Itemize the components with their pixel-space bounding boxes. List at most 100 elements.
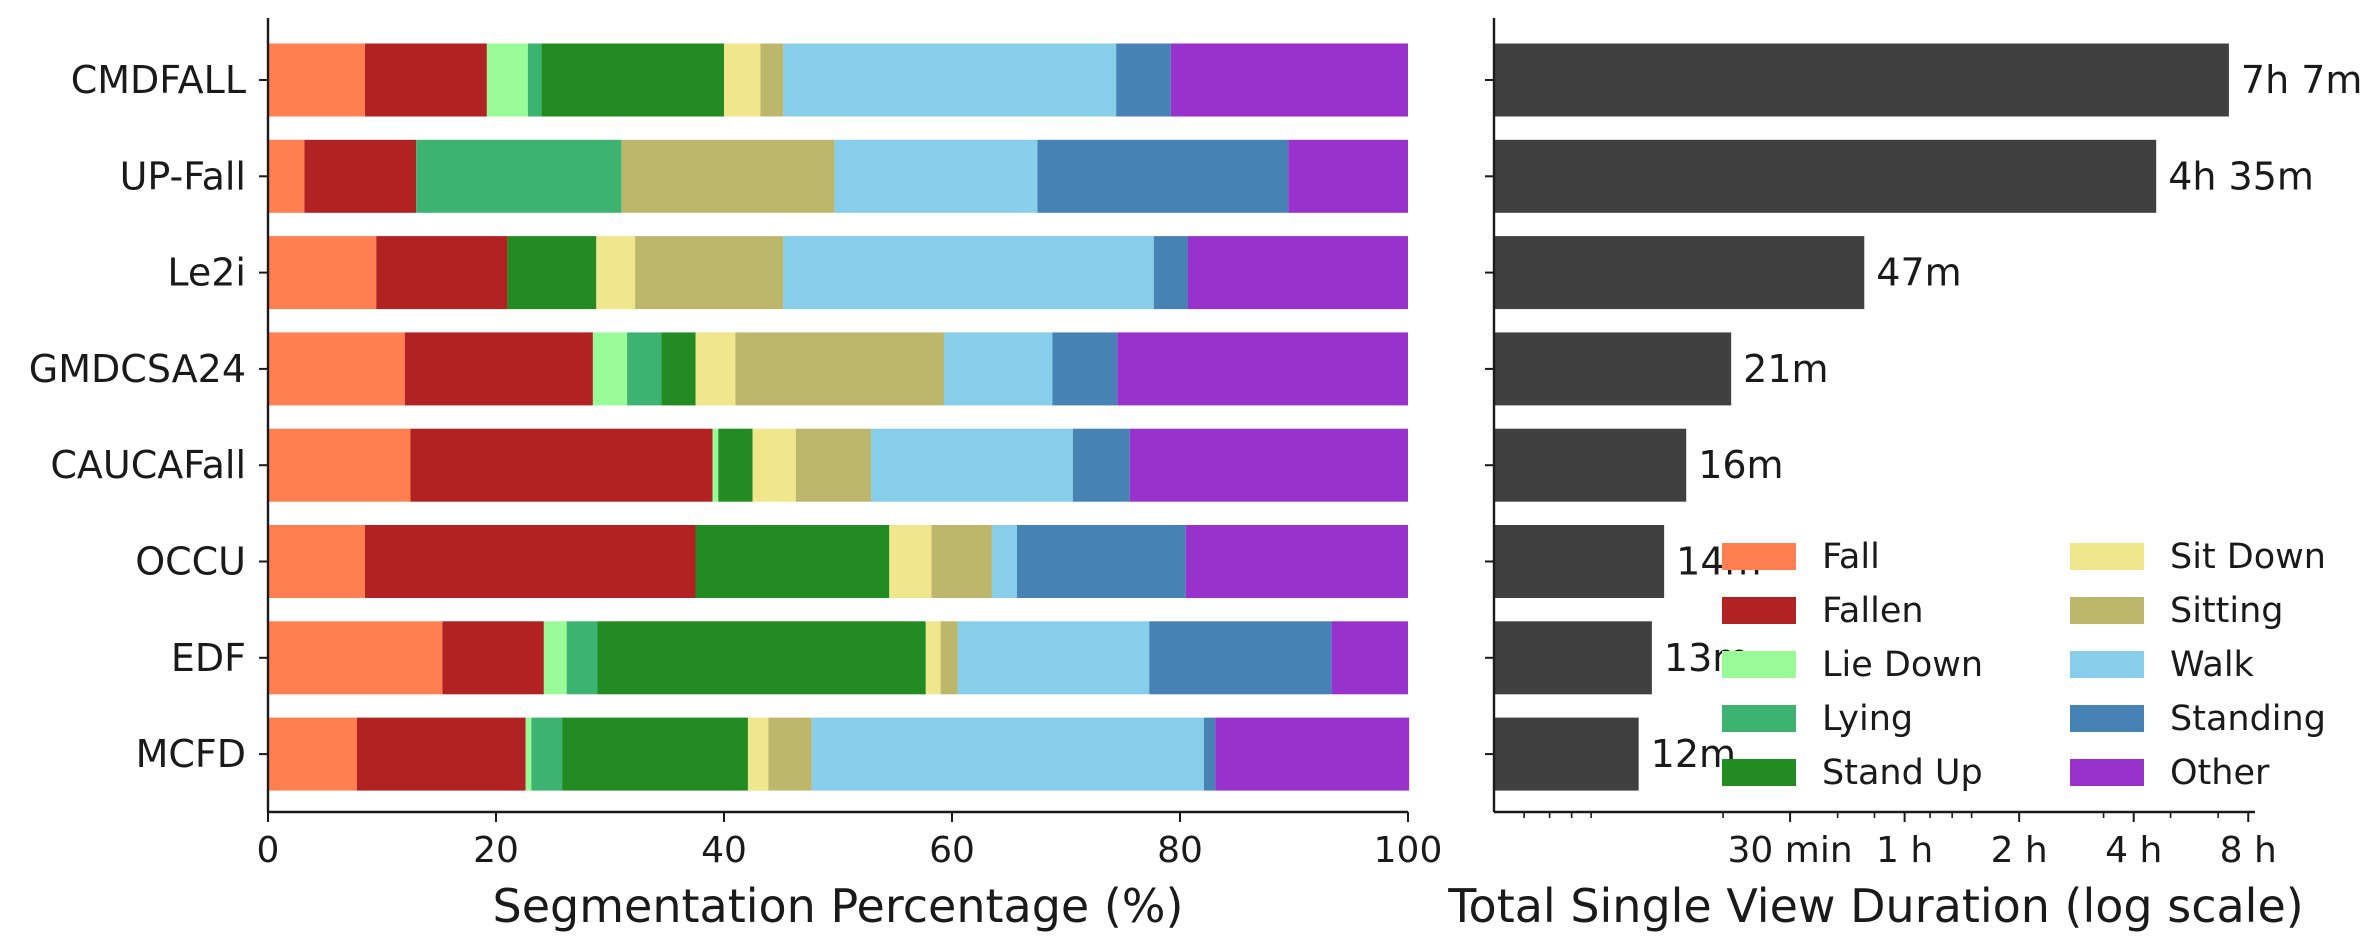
duration-y-ticks bbox=[1485, 79, 1494, 756]
segment-le2i-fallen bbox=[376, 236, 508, 310]
segment-up-fall-lying bbox=[416, 139, 622, 213]
segment-gmdcsa24-other bbox=[1117, 332, 1408, 406]
segment-edf-lie-down bbox=[543, 621, 567, 695]
segment-gmdcsa24-lying bbox=[627, 332, 662, 406]
segment-occu-fall bbox=[268, 525, 365, 598]
segment-edf-fallen bbox=[442, 621, 544, 695]
segment-up-fall-sitting bbox=[621, 139, 835, 213]
segment-up-fall-fall bbox=[268, 139, 305, 213]
segment-edf-other bbox=[1331, 621, 1408, 695]
percentage-ticks: 0 20 40 60 80 100 bbox=[257, 812, 1443, 871]
segment-caucafall-stand-up bbox=[718, 428, 753, 502]
duration-ticks: 30 min 1 h 2 h 4 h 8 h bbox=[1523, 812, 2277, 871]
segment-mcfd-stand-up bbox=[562, 717, 748, 791]
segment-mcfd-fall bbox=[268, 717, 357, 791]
legend-label-other: Other bbox=[2170, 753, 2270, 793]
segment-occu-sit-down bbox=[889, 525, 932, 598]
legend-swatch-sitting bbox=[2070, 597, 2144, 624]
segment-gmdcsa24-standing bbox=[1052, 332, 1118, 406]
segment-caucafall-standing bbox=[1072, 428, 1130, 502]
duration-bar-cmdfall bbox=[1494, 43, 2229, 117]
segment-gmdcsa24-walk bbox=[944, 332, 1053, 406]
segment-up-fall-walk bbox=[834, 139, 1038, 213]
segment-caucafall-fall bbox=[268, 428, 411, 502]
segment-caucafall-sitting bbox=[795, 428, 872, 502]
segment-cmdfall-stand-up bbox=[541, 43, 724, 117]
legend-label-sitting: Sitting bbox=[2170, 591, 2284, 631]
segment-gmdcsa24-lie-down bbox=[592, 332, 628, 406]
category-label-caucafall: CAUCAFall bbox=[50, 443, 246, 487]
segment-mcfd-sitting bbox=[768, 717, 812, 791]
legend-label-sit-down: Sit Down bbox=[2170, 537, 2326, 577]
duration-label-cmdfall: 7h 7m bbox=[2241, 58, 2363, 102]
segment-le2i-sitting bbox=[635, 236, 784, 310]
segment-edf-standing bbox=[1149, 621, 1332, 695]
segment-gmdcsa24-sit-down bbox=[695, 332, 736, 406]
segment-cmdfall-lying bbox=[527, 43, 542, 117]
x-tick-label-8-h: 8 h bbox=[2220, 830, 2277, 871]
duration-label-mcfd: 12m bbox=[1651, 732, 1736, 776]
legend-swatch-lie-down bbox=[1722, 651, 1796, 678]
legend-swatch-other bbox=[2070, 759, 2144, 786]
duration-x-axis-title: Total Single View Duration (log scale) bbox=[1447, 879, 2303, 933]
x-tick-label-100: 100 bbox=[1374, 830, 1443, 871]
segment-up-fall-other bbox=[1288, 139, 1408, 213]
duration-label-caucafall: 16m bbox=[1698, 443, 1783, 487]
segment-edf-lying bbox=[566, 621, 598, 695]
segment-le2i-standing bbox=[1153, 236, 1188, 310]
segment-occu-standing bbox=[1016, 525, 1186, 598]
legend-label-fall: Fall bbox=[1822, 537, 1880, 577]
segment-gmdcsa24-sitting bbox=[735, 332, 945, 406]
duration-label-le2i: 47m bbox=[1876, 251, 1961, 295]
duration-chart: 30 min 1 h 2 h 4 h 8 h 7h 7m 4h 35m 47m 21m 16m 1… bbox=[1447, 18, 2362, 933]
segment-mcfd-standing bbox=[1203, 717, 1216, 791]
duration-label-gmdcsa24: 21m bbox=[1743, 347, 1828, 391]
category-label-mcfd: MCFD bbox=[136, 732, 246, 776]
duration-bar-mcfd bbox=[1494, 717, 1639, 791]
category-label-up-fall: UP-Fall bbox=[120, 154, 246, 198]
x-tick-label-20: 20 bbox=[473, 830, 519, 871]
segment-edf-sit-down bbox=[925, 621, 941, 695]
segment-edf-sitting bbox=[940, 621, 958, 695]
x-tick-label-30-min: 30 min bbox=[1728, 830, 1853, 871]
legend-label-lying: Lying bbox=[1822, 699, 1913, 739]
category-label-le2i: Le2i bbox=[167, 251, 246, 295]
segment-caucafall-other bbox=[1129, 428, 1408, 502]
segment-caucafall-sit-down bbox=[752, 428, 796, 502]
legend-swatch-fall bbox=[1722, 543, 1796, 570]
x-tick-label-4-h: 4 h bbox=[2105, 830, 2162, 871]
segment-edf-walk bbox=[957, 621, 1150, 695]
category-label-gmdcsa24: GMDCSA24 bbox=[29, 347, 246, 391]
legend-label-standing: Standing bbox=[2170, 699, 2326, 739]
segment-caucafall-walk bbox=[871, 428, 1073, 502]
duration-bar-edf bbox=[1494, 621, 1652, 695]
segment-le2i-fall bbox=[268, 236, 377, 310]
segmentation-chart: CMDFALL UP-Fall Le2i GMDCSA24 CAUCAFall OCCU E… bbox=[29, 18, 1443, 933]
segment-occu-sitting bbox=[931, 525, 992, 598]
legend-label-walk: Walk bbox=[2170, 645, 2255, 685]
legend-label-lie-down: Lie Down bbox=[1822, 645, 1983, 685]
legend-swatch-fallen bbox=[1722, 597, 1796, 624]
legend: Fall Fallen Lie Down Lying Stand Up Sit Down S… bbox=[1722, 537, 2326, 793]
duration-bar-caucafall bbox=[1494, 428, 1687, 502]
x-tick-label-2-h: 2 h bbox=[1991, 830, 2048, 871]
segment-le2i-other bbox=[1187, 236, 1408, 310]
segment-mcfd-lie-down bbox=[525, 717, 532, 791]
legend-swatch-sit-down bbox=[2070, 543, 2144, 570]
category-label-occu: OCCU bbox=[135, 540, 246, 584]
x-tick-label-80: 80 bbox=[1157, 830, 1203, 871]
x-tick-label-1-h: 1 h bbox=[1876, 830, 1933, 871]
segment-cmdfall-walk bbox=[783, 43, 1117, 117]
segment-mcfd-other bbox=[1215, 717, 1410, 791]
segment-edf-stand-up bbox=[597, 621, 926, 695]
segment-le2i-sit-down bbox=[596, 236, 636, 310]
segment-occu-stand-up bbox=[695, 525, 890, 598]
duration-bars bbox=[1494, 43, 2229, 791]
legend-swatch-lying bbox=[1722, 705, 1796, 732]
segment-up-fall-standing bbox=[1037, 139, 1289, 213]
segmentation-x-axis-title: Segmentation Percentage (%) bbox=[493, 879, 1184, 933]
segment-mcfd-walk bbox=[811, 717, 1204, 791]
segment-cmdfall-standing bbox=[1116, 43, 1171, 117]
segment-mcfd-fallen bbox=[356, 717, 526, 791]
legend-swatch-standing bbox=[2070, 705, 2144, 732]
